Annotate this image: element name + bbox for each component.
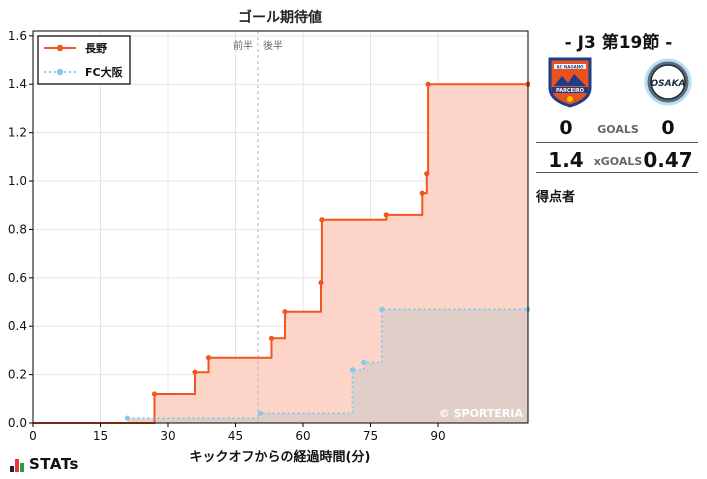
xgoals-row: 1.4 xGOALS 0.47: [536, 142, 698, 173]
y-tick-label: 0.2: [8, 368, 27, 382]
home-xgoals: 1.4: [548, 148, 584, 172]
away-crest-text: OSAKA: [650, 79, 685, 89]
legend-label-away: FC大阪: [85, 65, 124, 79]
bar-chart-icon: [10, 458, 24, 472]
series-point-1: [257, 410, 263, 416]
goals-label: GOALS: [597, 123, 639, 136]
home-crest-name: PARCEIRO: [556, 88, 584, 94]
second-half-label: 後半: [263, 39, 283, 52]
plot-frame: [32, 30, 529, 424]
legend-marker-away: [56, 68, 64, 76]
series-point-1: [361, 359, 367, 366]
home-goals: 0: [559, 117, 573, 139]
x-tick-label: 75: [363, 429, 378, 443]
y-tick-label: 1.0: [8, 174, 27, 188]
x-axis-label: キックオフからの経過時間(分): [190, 449, 371, 465]
series-point-1: [379, 306, 385, 312]
x-axis-ticks: 0 15 30 45 60 75 90: [29, 423, 446, 443]
series-point-0: [383, 212, 389, 218]
series-point-0: [319, 217, 325, 223]
goals-row: 0 GOALS 0: [536, 112, 698, 143]
watermark: © SPORTERIA: [439, 407, 524, 420]
x-tick-label: 90: [430, 429, 445, 443]
series-point-0: [151, 391, 158, 397]
legend-box: [37, 35, 131, 85]
series-points: [124, 81, 530, 421]
x-tick-label: 30: [160, 429, 175, 443]
away-team-crest: OSAKA: [644, 58, 692, 106]
series-point-0: [424, 171, 430, 177]
series-point-0: [318, 280, 324, 286]
x-tick-label: 0: [29, 429, 37, 443]
home-crest-text: AC NAGANO: [557, 65, 585, 70]
match-summary-panel: - J3 第19節 - AC NAGANO PARCEIRO OSAKA 0 G…: [530, 0, 707, 479]
legend-label-home: 長野: [85, 42, 107, 55]
y-tick-label: 0.8: [8, 222, 27, 236]
first-half-label: 前半: [233, 39, 253, 52]
stats-logo: STATs: [10, 457, 79, 472]
y-tick-label: 0.6: [8, 271, 27, 285]
away-xgoals: 0.47: [643, 148, 693, 172]
series-point-0: [205, 355, 212, 361]
series-point-0: [419, 190, 425, 196]
series-point-0: [282, 309, 288, 315]
xg-chart: ゴール期待値 前半 後半 0 15 30 45 60 75 90 0.00.20.40.60.…: [8, 9, 530, 465]
chart-title: ゴール期待値: [238, 9, 322, 26]
legend-marker-home: [56, 44, 64, 52]
series-point-1: [349, 367, 356, 373]
y-tick-label: 1.6: [8, 29, 27, 43]
y-tick-label: 0.4: [8, 319, 27, 333]
legend: 長野 FC大阪: [37, 35, 131, 85]
y-tick-label: 1.4: [8, 77, 27, 91]
y-tick-label: 1.2: [8, 126, 27, 140]
series-point-0: [268, 335, 275, 341]
away-goals: 0: [661, 117, 675, 139]
xgoals-label: xGOALS: [593, 155, 643, 168]
x-tick-label: 60: [295, 429, 310, 443]
y-axis-ticks: 0.0 0.2 0.4 0.6 0.8 1.0 1.2 1.4 1.6: [8, 29, 33, 430]
round-title: - J3 第19節 -: [564, 33, 673, 53]
series-fills: [33, 84, 528, 423]
y-tick-label: 0.0: [8, 416, 27, 430]
series-area-1: [127, 309, 528, 423]
home-team-crest: AC NAGANO PARCEIRO: [548, 57, 592, 108]
x-tick-label: 45: [228, 429, 243, 443]
series-point-1: [124, 415, 131, 421]
brand-name: STATs: [29, 455, 79, 473]
series-line-0: [33, 83, 528, 424]
x-tick-label: 15: [93, 429, 108, 443]
series-point-0: [425, 81, 431, 87]
series-point-0: [192, 369, 198, 375]
scorers-heading: 得点者: [536, 190, 576, 205]
